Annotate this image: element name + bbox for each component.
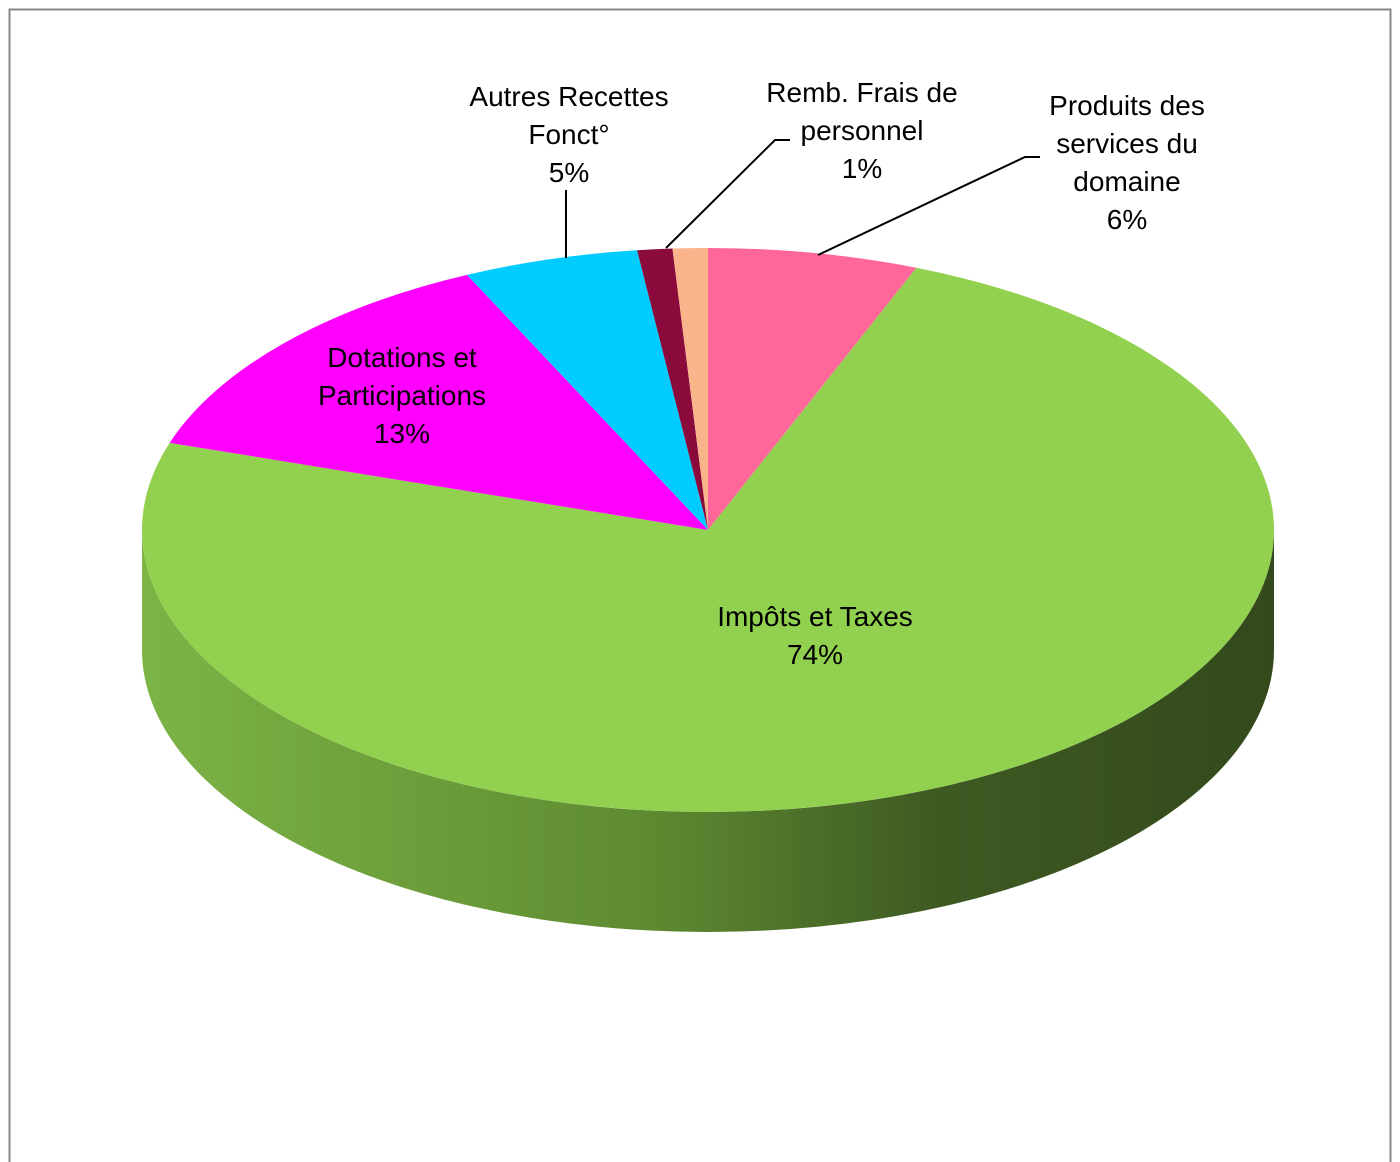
leader-line — [665, 139, 790, 249]
leaders — [565, 139, 1040, 258]
slice-label: Impôts et Taxes 74% — [665, 598, 965, 674]
slice-name: Impôts et Taxes — [717, 601, 913, 632]
slice-percent: 1% — [841, 153, 883, 184]
pie-slice — [708, 248, 917, 530]
slice-label: Dotations et Participations 13% — [252, 339, 552, 453]
slice-percent: 13% — [373, 418, 431, 449]
slice-percent: 74% — [786, 639, 844, 670]
slice-name: Autres Recettes Fonct° — [469, 81, 669, 150]
pie-slice — [637, 248, 708, 530]
pie-slice — [169, 274, 708, 530]
slice-label: Remb. Frais de personnel 1% — [712, 74, 1012, 188]
pie-slice — [672, 248, 708, 530]
slice-label: Autres Recettes Fonct° 5% — [419, 78, 719, 192]
slice-name: Dotations et Participations — [317, 342, 487, 411]
slices — [141, 248, 1274, 813]
slice-name: Produits des services du domaine — [1049, 90, 1205, 197]
pie-slice — [141, 267, 1274, 813]
slice-label: Produits des services du domaine 6% — [977, 87, 1277, 239]
slice-percent: 6% — [1106, 204, 1148, 235]
slice-name: Remb. Frais de personnel — [766, 77, 958, 146]
pie-slice — [467, 250, 708, 531]
slice-percent: 5% — [548, 157, 590, 188]
pie-side — [142, 530, 1274, 932]
leader-line — [817, 156, 1040, 256]
